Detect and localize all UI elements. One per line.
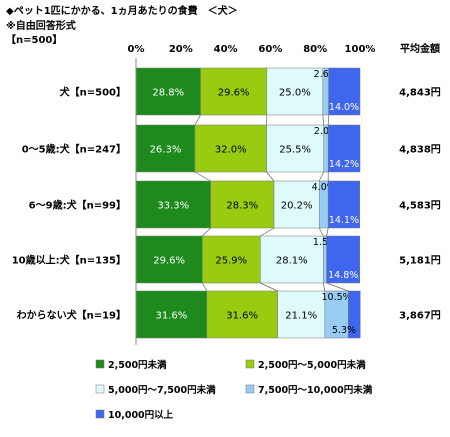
data-label: 33.3% [157,201,189,212]
bar-segment [135,290,208,339]
x-tick-label: 60% [258,44,282,55]
bar-segment [273,180,320,229]
connector-line [318,171,325,182]
bar-segment [266,124,324,173]
average-value: 5,181円 [399,255,441,267]
x-tick-label: 100% [345,44,376,55]
average-value: 4,583円 [399,200,441,212]
data-label: 28.8% [152,88,184,99]
data-label: 2.0% [314,126,338,137]
data-label: 29.6% [218,88,250,99]
connector-line [194,171,211,182]
bar-segment [202,235,261,284]
average-value: 4,838円 [399,144,441,156]
chart-note: ※自由回答形式 [6,21,76,32]
data-label: 1.5% [313,237,337,248]
category-label: 犬【n=500】 [60,86,126,99]
data-label: 14.8% [328,270,358,281]
legend-label: 7,500円～10,000円未満 [258,384,373,396]
data-label: 2.6% [314,69,338,80]
connector-line [322,114,325,126]
bar-segment [135,67,201,116]
category-label: 0～5歳:犬【n=247】 [22,143,126,156]
chart-title: ◆ペット1匹にかかる、1ヵ月あたりの食費 ＜犬＞ [6,6,238,17]
connector-line [318,227,324,237]
x-tick-label: 40% [214,44,238,55]
bar-segment [135,180,211,229]
bar-segment [194,124,267,173]
bar-segment [348,290,361,339]
bar-segment [328,67,361,116]
connector-line [260,282,278,292]
average-value: 3,867円 [399,310,441,322]
data-label: 20.2% [281,201,313,212]
data-label: 5.3% [332,325,356,336]
connector-line [260,227,275,237]
legend-swatch [95,384,105,394]
data-label: 21.1% [285,311,317,322]
legend-label: 2,500円～5,000円未満 [258,359,366,371]
data-label: 14.1% [329,215,359,226]
connector-line [326,227,329,237]
bar-segment [327,180,361,229]
x-tick-label: 20% [169,44,193,55]
legend-label: 2,500円未満 [108,359,167,371]
data-label: 28.3% [226,201,258,212]
category-label: 10歳以上:犬【n=135】 [12,254,126,267]
data-label: 32.0% [215,145,247,156]
data-label: 26.3% [150,145,182,156]
category-label: 6～9歳:犬【n=99】 [29,199,126,212]
connector-line [266,171,275,182]
legend-swatch [245,359,255,369]
data-label: 25.9% [215,256,247,267]
average-header: 平均金額 [400,42,440,55]
data-label: 25.0% [279,88,311,99]
bar-segment [135,235,203,284]
category-label: わからない犬【n=19】 [17,309,126,322]
bar-segment [206,290,278,339]
bar-segment [266,67,324,116]
data-label: 29.6% [153,256,185,267]
data-label: 10.5% [321,292,351,303]
data-label: 25.5% [279,145,311,156]
legend-swatch [245,384,255,394]
sample-size: 【n=500】 [6,35,63,46]
data-label: 31.6% [156,311,188,322]
bar-segment [135,124,196,173]
data-label: 31.6% [226,311,258,322]
average-value: 4,843円 [399,87,441,99]
data-label: 14.0% [329,102,359,113]
connector-line [326,282,349,292]
bar-segment [260,235,324,284]
connector-line [194,114,201,126]
legend-swatch [95,359,105,369]
data-label: 4.0% [312,182,336,193]
x-tick-label: 80% [303,44,327,55]
bar-segment [210,180,275,229]
x-tick-label: 0% [128,44,145,55]
legend-label: 5,000円～7,500円未満 [108,384,216,396]
legend-swatch [95,409,105,419]
bar-segment [326,235,361,284]
connector-line [201,282,208,292]
connector-line [202,227,211,237]
legend-label: 10,000円以上 [108,409,174,421]
data-label: 14.2% [329,159,359,170]
bar-segment [277,290,326,339]
connector-line [322,282,326,292]
bar-segment [327,124,361,173]
data-label: 28.1% [276,256,308,267]
bar-segment [200,67,268,116]
